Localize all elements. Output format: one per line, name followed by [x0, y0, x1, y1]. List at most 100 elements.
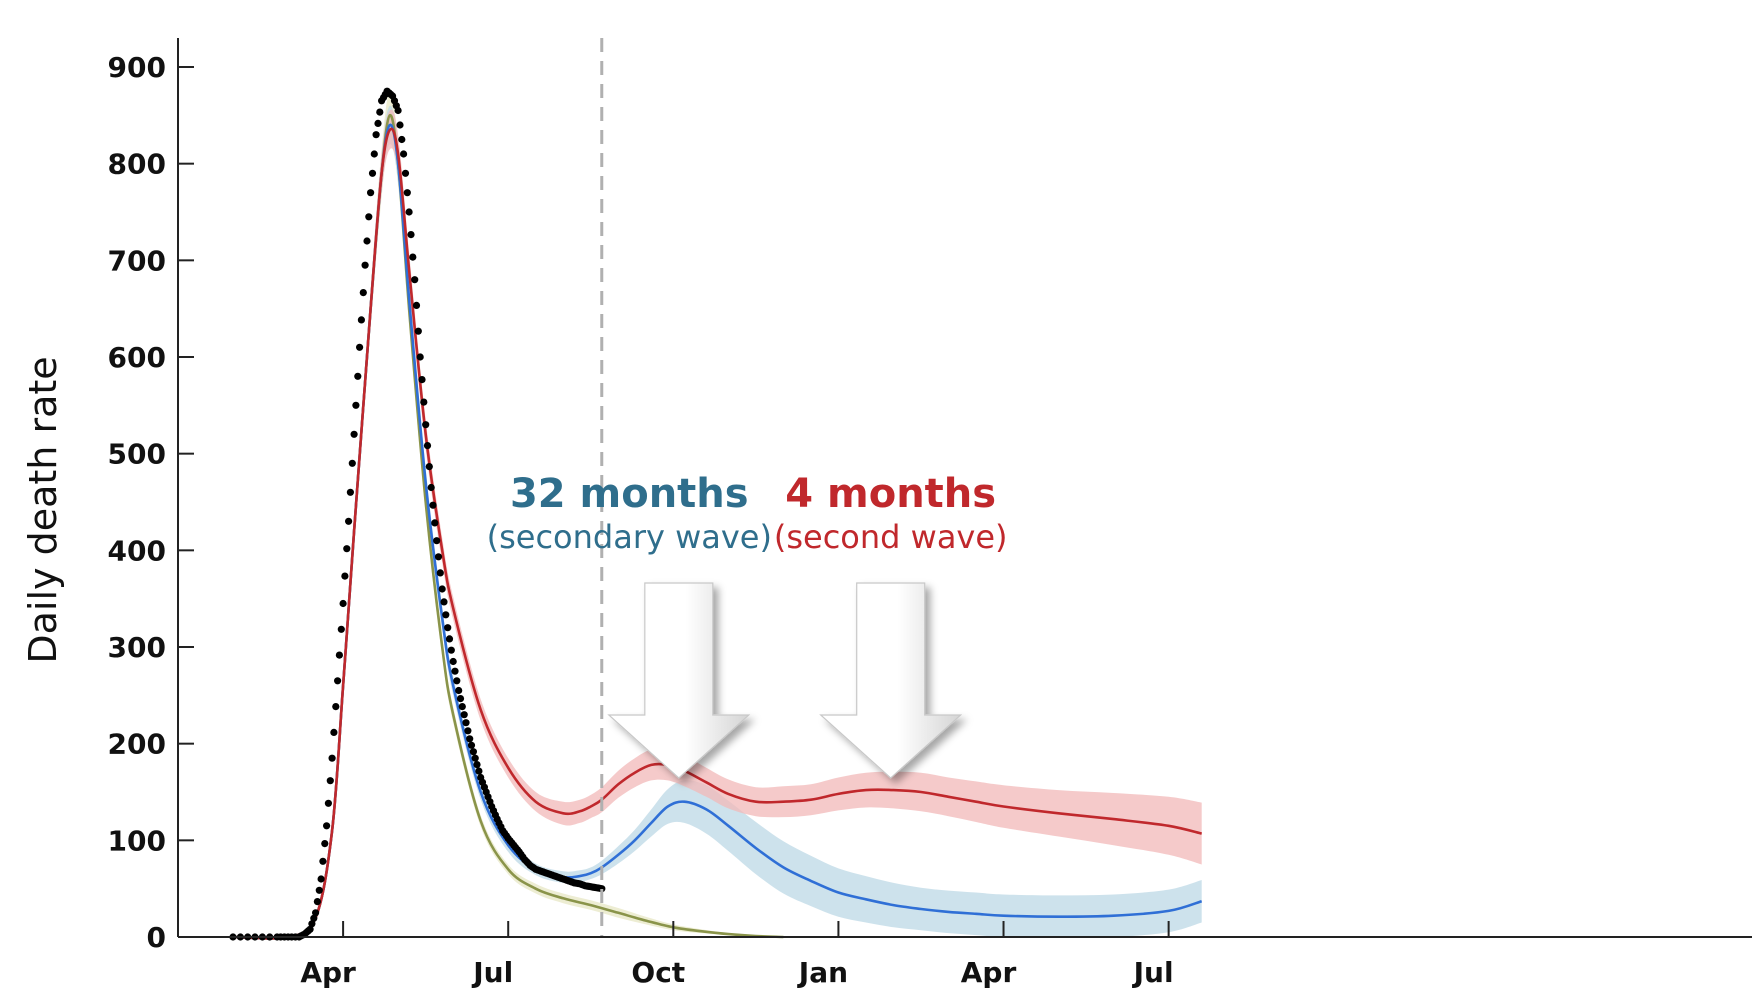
observed-point: [319, 857, 327, 865]
observed-point: [398, 135, 406, 144]
observed-point: [350, 430, 358, 438]
observed-point: [365, 213, 373, 221]
y-tick-label: 400: [108, 534, 166, 567]
observed-point: [394, 106, 402, 115]
observed-point: [409, 253, 417, 261]
observed-point: [326, 777, 334, 785]
observed-point: [412, 301, 421, 309]
observed-point: [456, 695, 465, 703]
observed-point: [414, 327, 422, 335]
observed-point: [352, 401, 360, 409]
observed-point: [475, 767, 483, 775]
observed-point: [431, 519, 439, 527]
observed-point: [372, 131, 380, 139]
observed-point: [440, 598, 448, 606]
observed-point: [423, 442, 432, 450]
observed-point: [335, 651, 343, 659]
observed-point: [442, 611, 450, 619]
x-tick-label: Oct: [631, 956, 685, 989]
observed-point: [433, 537, 441, 545]
observed-point: [376, 108, 384, 116]
annotation-subtitle: (second wave): [774, 518, 1008, 556]
observed-point: [447, 646, 455, 654]
x-tick-label: Apr: [961, 956, 1017, 989]
observed-point: [473, 761, 481, 769]
observed-point: [455, 686, 463, 695]
observed-point: [315, 886, 323, 894]
observed-point: [357, 316, 365, 324]
x-tick-label: Apr: [300, 956, 356, 989]
observed-point: [332, 703, 340, 711]
y-tick-label: 0: [147, 921, 166, 954]
y-tick-label: 100: [108, 824, 166, 857]
observed-point: [308, 920, 316, 928]
observed-point: [411, 276, 419, 284]
x-tick-label: Jan: [797, 956, 848, 989]
observed-point: [328, 754, 336, 762]
observed-point: [422, 421, 430, 429]
observed-point: [462, 719, 470, 727]
y-tick-label: 800: [108, 148, 166, 181]
observed-point: [449, 657, 457, 666]
annotations: 32 months(secondary wave) 4 months(second…: [487, 471, 1008, 779]
observed-point: [598, 885, 606, 893]
observed-point: [368, 169, 377, 177]
observed-point: [396, 121, 404, 129]
y-tick-label: 600: [108, 341, 166, 374]
observed-point: [374, 119, 382, 127]
observed-point: [436, 569, 444, 577]
observed-point: [401, 169, 410, 177]
observed-point: [405, 208, 413, 216]
projection-lines: [232, 113, 1203, 940]
observed-point: [346, 488, 354, 496]
observed-point: [312, 909, 320, 917]
observed-point: [429, 501, 437, 509]
line-red: [232, 127, 1202, 940]
observed-point: [407, 231, 415, 239]
observed-point: [361, 261, 369, 269]
observed-point: [460, 711, 468, 719]
observed-point: [341, 572, 349, 580]
observed-point: [451, 667, 459, 675]
observed-point: [343, 545, 351, 553]
observed-point: [425, 463, 433, 471]
observed-point: [438, 585, 446, 593]
y-tick-label: 500: [108, 438, 166, 471]
observed-point: [323, 822, 331, 830]
x-tick-label: Jul: [1132, 956, 1174, 989]
observed-point: [444, 624, 452, 632]
observed-point: [466, 735, 474, 743]
observed-point: [445, 635, 454, 643]
observed-point: [337, 625, 345, 633]
observed-point: [420, 398, 428, 406]
observed-point: [464, 727, 472, 735]
annotation-title: 4 months: [785, 471, 996, 517]
observed-point: [324, 799, 332, 807]
y-tick-label: 200: [108, 728, 166, 761]
observed-point: [400, 150, 408, 158]
observed-point: [348, 459, 356, 467]
y-axis-title: Daily death rate: [21, 356, 65, 663]
observed-point: [330, 728, 338, 737]
observed-point: [356, 343, 364, 351]
observed-point: [467, 741, 476, 749]
axes: 0 100 200 300 400 500 600 700 800 900 Apr Jul Oct Jan…: [108, 38, 1752, 989]
observed-point: [359, 289, 367, 297]
observed-point: [416, 353, 424, 361]
observed-point: [310, 914, 318, 922]
observed-point: [434, 553, 443, 561]
y-tick-label: 700: [108, 244, 166, 277]
observed-point: [313, 898, 321, 906]
x-tick-label: Jul: [471, 956, 513, 989]
observed-point: [317, 875, 325, 883]
y-tick-label: 900: [108, 51, 166, 84]
down-arrow-icon: [819, 582, 963, 779]
observed-point: [334, 677, 342, 685]
annotation-subtitle: (secondary wave): [487, 518, 772, 556]
observed-point: [403, 189, 411, 197]
observed-point: [453, 677, 461, 685]
observed-point: [469, 748, 477, 756]
observed-point: [427, 483, 435, 492]
observed-point: [370, 150, 378, 158]
